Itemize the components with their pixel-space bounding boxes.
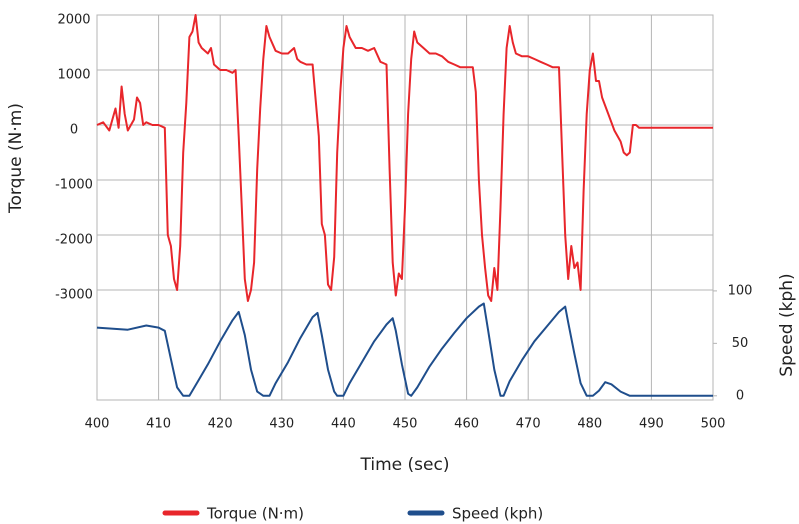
x-tick-label: 470 bbox=[516, 417, 541, 432]
x-tick-label: 490 bbox=[639, 417, 664, 432]
y-tick-label: -2000 bbox=[55, 233, 93, 248]
y-axis-title: Torque (N·m) bbox=[6, 103, 26, 214]
y2-tick-label: 0 bbox=[736, 388, 744, 403]
y2-tick-label: 50 bbox=[732, 336, 749, 351]
x-tick-label: 430 bbox=[269, 417, 294, 432]
y-tick-label: -3000 bbox=[55, 288, 93, 303]
x-tick-label: 420 bbox=[208, 417, 233, 432]
x-tick-label: 500 bbox=[701, 417, 726, 432]
x-tick-label: 440 bbox=[331, 417, 356, 432]
y-tick-label: -1000 bbox=[55, 178, 93, 193]
y2-axis-title: Speed (kph) bbox=[777, 273, 797, 376]
series-line bbox=[96, 14, 713, 302]
y2-tick-label: 100 bbox=[728, 283, 753, 298]
x-tick-label: 400 bbox=[85, 417, 110, 432]
x-tick-label: 460 bbox=[454, 417, 479, 432]
x-axis-title: Time (sec) bbox=[360, 455, 450, 475]
x-tick-label: 480 bbox=[577, 417, 602, 432]
y-tick-label: 1000 bbox=[57, 68, 90, 83]
series-line bbox=[96, 302, 713, 397]
y-tick-label: 2000 bbox=[57, 13, 90, 28]
legend-label: Speed (kph) bbox=[452, 505, 543, 523]
y-tick-label: 0 bbox=[70, 123, 78, 138]
x-tick-label: 410 bbox=[146, 417, 171, 432]
legend-label: Torque (N·m) bbox=[206, 505, 304, 523]
x-tick-label: 450 bbox=[393, 417, 418, 432]
plot-frame bbox=[96, 14, 714, 401]
